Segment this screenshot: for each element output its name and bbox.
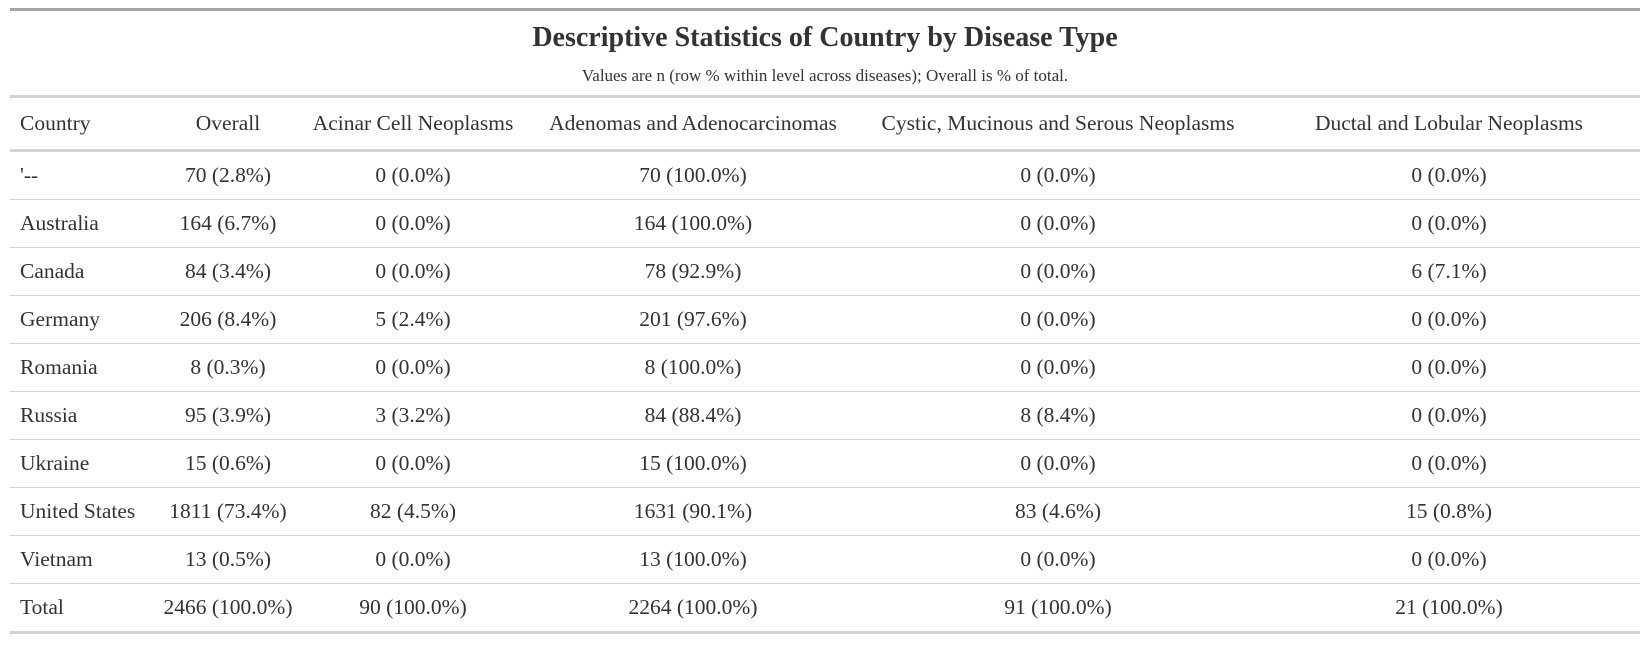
table-subtitle: Values are n (row % within level across …: [581, 66, 1069, 85]
cystic-cell: 0 (0.0%): [1020, 259, 1096, 283]
acinar-cell: 90 (100.0%): [359, 595, 467, 619]
overall-cell: 206 (8.4%): [179, 307, 277, 331]
country-cell: United States: [20, 499, 136, 523]
acinar-cell: 0 (0.0%): [375, 211, 451, 235]
column-header-country: Country: [20, 111, 91, 135]
country-cell: '--: [20, 163, 39, 187]
header-row: Country Overall Acinar Cell Neoplasms Ad…: [10, 96, 1640, 151]
overall-cell: 13 (0.5%): [185, 547, 271, 571]
column-header-acinar: Acinar Cell Neoplasms: [312, 111, 514, 135]
table-row: Ukraine 15 (0.6%) 0 (0.0%) 15 (100.0%) 0 (0.…: [10, 440, 1640, 488]
adenomas-cell: 201 (97.6%): [639, 307, 747, 331]
table-row: Russia 95 (3.9%) 3 (3.2%) 84 (88.4%) 8 (8.4%…: [10, 392, 1640, 440]
country-cell: Australia: [20, 211, 99, 235]
cystic-cell: 0 (0.0%): [1020, 211, 1096, 235]
table-row: Australia 164 (6.7%) 0 (0.0%) 164 (100.0%) 0…: [10, 200, 1640, 248]
ductal-cell: 0 (0.0%): [1411, 547, 1487, 571]
cystic-cell: 91 (100.0%): [1004, 595, 1112, 619]
cystic-cell: 0 (0.0%): [1020, 163, 1096, 187]
country-cell: Russia: [20, 403, 78, 427]
table-row: '-- 70 (2.8%) 0 (0.0%) 70 (100.0%) 0 (0.0%) 0…: [10, 151, 1640, 200]
country-cell: Vietnam: [20, 547, 93, 571]
acinar-cell: 0 (0.0%): [375, 163, 451, 187]
acinar-cell: 5 (2.4%): [375, 307, 451, 331]
overall-cell: 84 (3.4%): [185, 259, 271, 283]
acinar-cell: 3 (3.2%): [375, 403, 451, 427]
adenomas-cell: 1631 (90.1%): [633, 499, 753, 523]
ductal-cell: 0 (0.0%): [1411, 451, 1487, 475]
column-header-ductal: Ductal and Lobular Neoplasms: [1314, 111, 1584, 135]
overall-cell: 70 (2.8%): [185, 163, 271, 187]
overall-cell: 95 (3.9%): [185, 403, 271, 427]
acinar-cell: 0 (0.0%): [375, 451, 451, 475]
adenomas-cell: 15 (100.0%): [639, 451, 747, 475]
column-header-overall: Overall: [195, 111, 261, 135]
acinar-cell: 0 (0.0%): [375, 259, 451, 283]
country-cell: Ukraine: [20, 451, 90, 475]
ductal-cell: 0 (0.0%): [1411, 211, 1487, 235]
cystic-cell: 8 (8.4%): [1020, 403, 1096, 427]
table-body: '-- 70 (2.8%) 0 (0.0%) 70 (100.0%) 0 (0.0%) 0…: [10, 151, 1640, 633]
overall-cell: 1811 (73.4%): [169, 499, 287, 523]
column-header-cystic: Cystic, Mucinous and Serous Neoplasms: [881, 111, 1235, 135]
ductal-cell: 6 (7.1%): [1411, 259, 1487, 283]
adenomas-cell: 2264 (100.0%): [628, 595, 758, 619]
ductal-cell: 0 (0.0%): [1411, 163, 1487, 187]
country-cell: Total: [20, 595, 64, 619]
adenomas-cell: 84 (88.4%): [644, 403, 742, 427]
adenomas-cell: 164 (100.0%): [633, 211, 753, 235]
top-rule: [10, 8, 1640, 11]
acinar-cell: 0 (0.0%): [375, 547, 451, 571]
table-row: Germany 206 (8.4%) 5 (2.4%) 201 (97.6%) 0 (0…: [10, 296, 1640, 344]
ductal-cell: 0 (0.0%): [1411, 403, 1487, 427]
cystic-cell: 83 (4.6%): [1015, 499, 1101, 523]
table-row: Vietnam 13 (0.5%) 0 (0.0%) 13 (100.0%) 0 (0.…: [10, 536, 1640, 584]
acinar-cell: 82 (4.5%): [370, 499, 456, 523]
country-cell: Romania: [20, 355, 98, 379]
country-cell: Canada: [20, 259, 85, 283]
ductal-cell: 0 (0.0%): [1411, 307, 1487, 331]
table-title: Descriptive Statistics of Country by Dis…: [532, 22, 1118, 53]
overall-cell: 15 (0.6%): [185, 451, 271, 475]
ductal-cell: 15 (0.8%): [1406, 499, 1492, 523]
overall-cell: 164 (6.7%): [179, 211, 277, 235]
table-row: Total 2466 (100.0%) 90 (100.0%) 2264 (100.0…: [10, 584, 1640, 633]
country-cell: Germany: [20, 307, 100, 331]
table-row: Romania 8 (0.3%) 0 (0.0%) 8 (100.0%) 0 (0.0%…: [10, 344, 1640, 392]
cystic-cell: 0 (0.0%): [1020, 355, 1096, 379]
adenomas-cell: 13 (100.0%): [639, 547, 747, 571]
cystic-cell: 0 (0.0%): [1020, 307, 1096, 331]
table-row: Canada 84 (3.4%) 0 (0.0%) 78 (92.9%) 0 (0.0%…: [10, 248, 1640, 296]
cystic-cell: 0 (0.0%): [1020, 547, 1096, 571]
column-header-adenomas: Adenomas and Adenocarcinomas: [549, 111, 837, 135]
stats-table-container: Descriptive Statistics of Country by Dis…: [10, 8, 1640, 634]
table-row: United States 1811 (73.4%) 82 (4.5%) 1631 (…: [10, 488, 1640, 536]
adenomas-cell: 78 (92.9%): [644, 259, 742, 283]
cystic-cell: 0 (0.0%): [1020, 451, 1096, 475]
statistics-table: Country Overall Acinar Cell Neoplasms Ad…: [10, 95, 1640, 634]
overall-cell: 8 (0.3%): [190, 355, 266, 379]
ductal-cell: 21 (100.0%): [1395, 595, 1503, 619]
adenomas-cell: 70 (100.0%): [639, 163, 747, 187]
overall-cell: 2466 (100.0%): [163, 595, 293, 619]
ductal-cell: 0 (0.0%): [1411, 355, 1487, 379]
adenomas-cell: 8 (100.0%): [644, 355, 742, 379]
acinar-cell: 0 (0.0%): [375, 355, 451, 379]
